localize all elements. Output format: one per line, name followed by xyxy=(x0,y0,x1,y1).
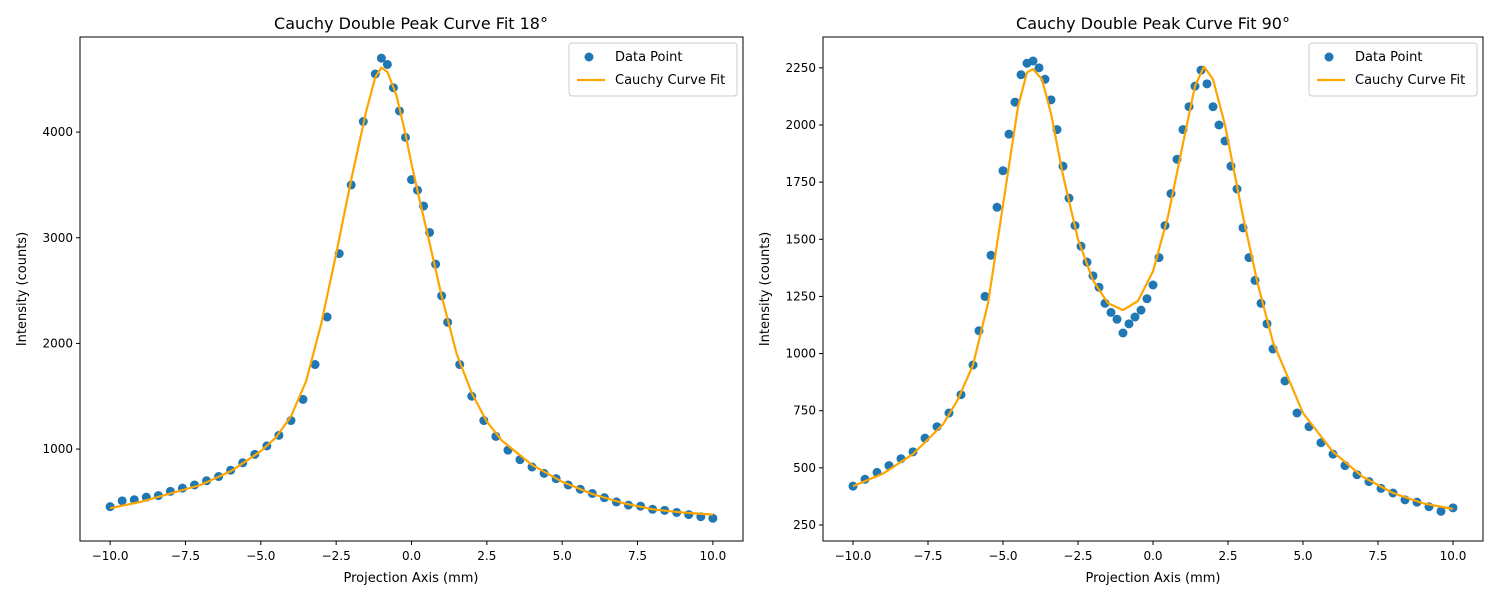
y-tick-label: 1000 xyxy=(785,347,816,361)
y-tick-label: 1250 xyxy=(785,289,816,303)
data-point xyxy=(376,53,386,63)
data-point xyxy=(1124,319,1134,329)
y-tick-label: 3000 xyxy=(42,231,73,245)
data-point xyxy=(322,312,332,322)
data-point xyxy=(1142,294,1152,304)
data-point xyxy=(1292,408,1302,418)
x-axis-label: Projection Axis (mm) xyxy=(1086,571,1221,586)
y-tick-label: 4000 xyxy=(42,125,73,139)
legend-marker-points xyxy=(584,52,594,62)
x-tick-label: −7.5 xyxy=(913,549,942,563)
x-tick-label: 0.0 xyxy=(402,549,421,563)
x-tick-label: −10.0 xyxy=(92,549,129,563)
y-axis-label: Intensity (counts) xyxy=(758,232,773,346)
data-point xyxy=(527,462,537,472)
data-point xyxy=(1148,280,1158,290)
y-tick-label: 500 xyxy=(793,461,816,475)
x-tick-label: −7.5 xyxy=(171,549,200,563)
x-tick-label: 2.5 xyxy=(477,549,496,563)
x-tick-label: −10.0 xyxy=(835,549,872,563)
y-tick-label: 2250 xyxy=(785,61,816,75)
x-tick-label: 7.5 xyxy=(1368,549,1387,563)
data-point xyxy=(382,59,392,69)
x-tick-label: 2.5 xyxy=(1218,549,1237,563)
data-point xyxy=(1208,102,1218,112)
legend-label: Cauchy Curve Fit xyxy=(615,73,725,88)
chart-title: Cauchy Double Peak Curve Fit 90° xyxy=(1016,14,1290,33)
data-point xyxy=(708,513,718,523)
y-axis-label: Intensity (counts) xyxy=(15,232,30,346)
y-tick-label: 1750 xyxy=(785,175,816,189)
data-point xyxy=(684,510,694,520)
legend-label: Data Point xyxy=(1355,50,1422,65)
data-point xyxy=(998,166,1008,176)
data-point xyxy=(1130,312,1140,322)
y-tick-label: 1500 xyxy=(785,232,816,246)
plot-frame xyxy=(822,36,1484,542)
data-point xyxy=(1214,120,1224,130)
legend-label: Data Point xyxy=(615,50,682,65)
data-point xyxy=(1106,307,1116,317)
x-tick-label: 7.5 xyxy=(628,549,647,563)
data-point xyxy=(1436,506,1446,516)
data-point xyxy=(310,360,320,370)
data-point xyxy=(1202,79,1212,89)
data-point xyxy=(848,481,858,491)
x-tick-label: −5.0 xyxy=(246,549,275,563)
data-point xyxy=(1004,129,1014,139)
data-point xyxy=(1136,305,1146,315)
data-point xyxy=(1280,376,1290,386)
y-tick-label: 250 xyxy=(793,518,816,532)
legend-marker-points xyxy=(1324,52,1334,62)
data-point xyxy=(298,394,308,404)
data-point xyxy=(992,202,1002,212)
x-axis-label: Projection Axis (mm) xyxy=(344,571,479,586)
legend: Data Point Cauchy Curve Fit xyxy=(1308,42,1478,97)
data-point xyxy=(105,502,115,512)
legend: Data Point Cauchy Curve Fit xyxy=(568,42,738,97)
data-point xyxy=(1448,503,1458,513)
x-tick-label: 5.0 xyxy=(1293,549,1312,563)
fit-curve xyxy=(109,66,713,516)
plot-frame xyxy=(79,36,744,542)
chart-panel-right: Cauchy Double Peak Curve Fit 90° Project… xyxy=(758,14,1484,586)
data-point xyxy=(1010,97,1020,107)
x-tick-label: −2.5 xyxy=(1063,549,1092,563)
data-point xyxy=(908,447,918,457)
chart-title: Cauchy Double Peak Curve Fit 18° xyxy=(274,14,548,33)
data-point xyxy=(117,496,127,506)
data-point xyxy=(1016,70,1026,80)
y-tick-label: 750 xyxy=(793,404,816,418)
x-tick-label: 10.0 xyxy=(1440,549,1467,563)
legend-box xyxy=(1308,42,1478,97)
y-tick-label: 2000 xyxy=(785,118,816,132)
y-tick-label: 2000 xyxy=(42,336,73,350)
x-tick-label: −5.0 xyxy=(988,549,1017,563)
fit-curve xyxy=(852,65,1454,511)
x-tick-label: 5.0 xyxy=(553,549,572,563)
data-point xyxy=(986,250,996,260)
data-point xyxy=(980,291,990,301)
data-point xyxy=(1118,328,1128,338)
x-tick-label: −2.5 xyxy=(322,549,351,563)
data-point xyxy=(1034,63,1044,73)
x-tick-label: 10.0 xyxy=(700,549,727,563)
chart-panel-left: Cauchy Double Peak Curve Fit 18° Project… xyxy=(15,14,744,586)
data-point xyxy=(1028,56,1038,66)
data-point xyxy=(1328,449,1338,459)
legend-label: Cauchy Curve Fit xyxy=(1355,73,1465,88)
y-tick-label: 1000 xyxy=(42,442,73,456)
x-tick-label: 0.0 xyxy=(1143,549,1162,563)
legend-box xyxy=(568,42,738,97)
data-point xyxy=(1112,314,1122,324)
